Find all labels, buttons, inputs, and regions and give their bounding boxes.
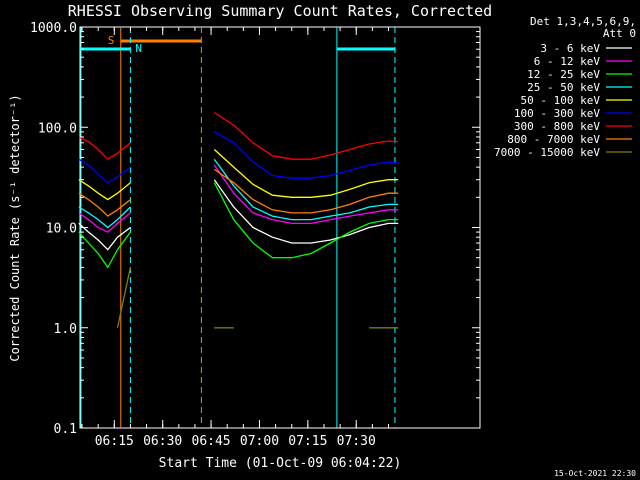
series-line-2 — [213, 182, 399, 259]
y-tick-label: 10.0 — [46, 222, 77, 237]
legend-label: 100 - 300 keV — [514, 107, 600, 120]
legend-label: 25 - 50 keV — [527, 81, 600, 94]
series-line-0 — [213, 179, 399, 244]
y-axis: 0.1 1.0 10.0 100.0 1000.0 — [30, 21, 480, 437]
series-line-7 — [213, 168, 399, 214]
series-line-2 — [78, 231, 131, 269]
series-line-1 — [78, 212, 131, 233]
x-tick-label: 07:30 — [337, 434, 376, 449]
saa-flag-label: S — [108, 34, 115, 47]
x-tick-label: 06:45 — [192, 434, 231, 449]
x-tick-label: 07:15 — [288, 434, 327, 449]
series-line-6 — [213, 112, 399, 160]
x-tick-label: 06:30 — [143, 434, 182, 449]
plot-frame — [79, 26, 481, 429]
series-line-1 — [213, 164, 399, 225]
y-tick-label: 0.1 — [54, 422, 77, 437]
series-line-5 — [78, 158, 131, 184]
y-tick-label: 1000.0 — [30, 21, 77, 36]
legend-label: 6 - 12 keV — [534, 55, 601, 68]
chart-title: RHESSI Observing Summary Count Rates, Co… — [68, 2, 492, 20]
x-axis: 06:15 06:30 06:45 07:00 07:15 07:30 — [81, 27, 389, 449]
series-line-6 — [78, 136, 131, 161]
y-axis-label: Corrected Count Rate (s⁻¹ detector⁻¹) — [8, 94, 22, 361]
legend-label: 7000 - 15000 keV — [494, 146, 600, 159]
footer-timestamp: 15-Oct-2021 22:30 — [554, 469, 636, 478]
series-line-5 — [213, 131, 399, 179]
series-line-3 — [213, 158, 399, 221]
series-line-0 — [78, 222, 131, 251]
series-line-4 — [78, 179, 131, 201]
legend-label: 300 - 800 keV — [514, 120, 600, 133]
series-line-3 — [78, 206, 131, 229]
series-line-8 — [116, 267, 132, 328]
y-tick-label: 1.0 — [54, 322, 77, 337]
legend-label: 50 - 100 keV — [521, 94, 601, 107]
series-lines — [78, 112, 399, 329]
x-tick-label: 06:15 — [95, 434, 134, 449]
night-flag-label: N — [135, 42, 142, 55]
series-line-7 — [78, 192, 131, 217]
series-line-4 — [213, 149, 399, 198]
attenuator-flags: SN — [80, 27, 396, 428]
x-axis-label: Start Time (01-Oct-09 06:04:22) — [159, 456, 402, 471]
legend-header: Det 1,3,4,5,6,9, — [530, 15, 636, 28]
legend-label: 3 - 6 keV — [540, 42, 600, 55]
y-tick-label: 100.0 — [38, 121, 77, 136]
legend-header: Att 0 — [603, 27, 636, 40]
legend-label: 800 - 7000 keV — [507, 133, 600, 146]
legend-label: 12 - 25 keV — [527, 68, 600, 81]
x-tick-label: 07:00 — [240, 434, 279, 449]
